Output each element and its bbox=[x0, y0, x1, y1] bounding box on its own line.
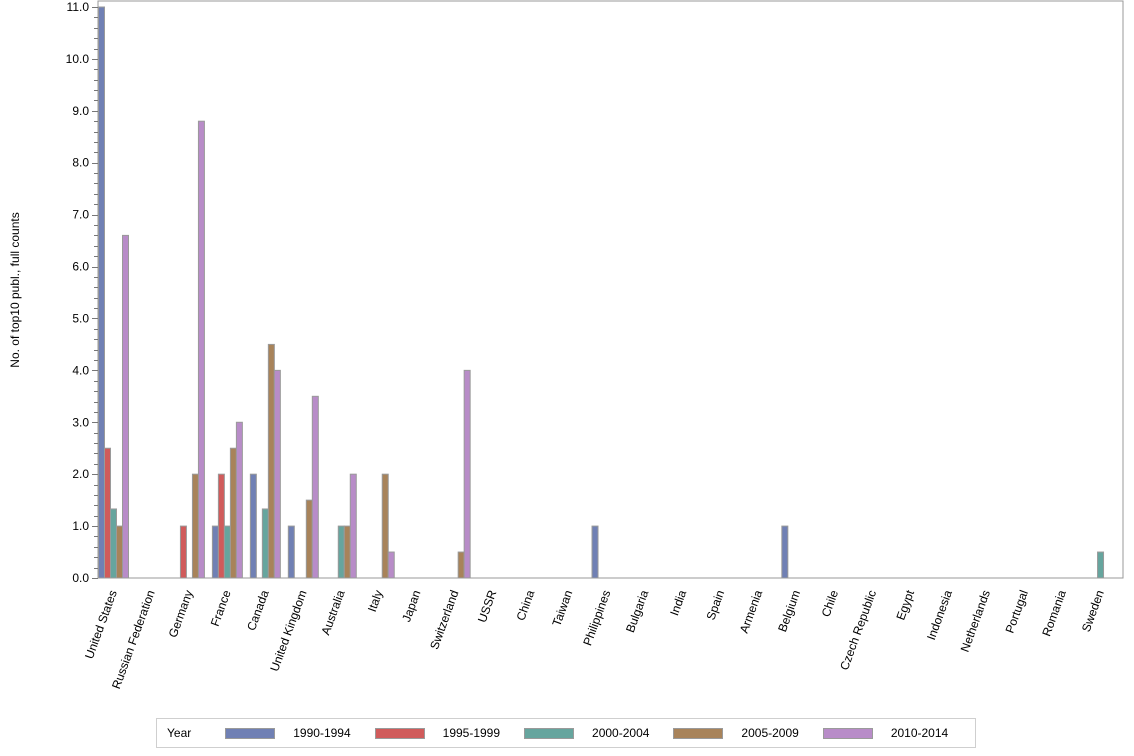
legend-label: 2010-2014 bbox=[890, 726, 949, 740]
y-tick-label: 7.0 bbox=[72, 208, 89, 222]
y-tick-label: 11.0 bbox=[67, 0, 90, 14]
bar bbox=[116, 525, 123, 579]
x-tick-label: Canada bbox=[244, 588, 272, 633]
bar bbox=[381, 473, 389, 579]
bar bbox=[781, 525, 789, 579]
bar bbox=[223, 525, 231, 579]
y-tick-label: 5.0 bbox=[72, 311, 89, 325]
x-tick-label: Philippines bbox=[580, 588, 613, 647]
y-axis-title: No. of top10 publ., full counts bbox=[8, 212, 22, 367]
legend-swatch bbox=[524, 727, 575, 739]
bar bbox=[229, 447, 237, 579]
y-tick-label: 1.0 bbox=[72, 519, 89, 533]
x-tick-label: Egypt bbox=[893, 588, 917, 622]
x-tick-label: Armenia bbox=[737, 588, 766, 635]
x-tick-label: China bbox=[514, 588, 538, 623]
legend-swatch bbox=[225, 727, 276, 739]
bar bbox=[343, 525, 351, 579]
x-tick-label: Taiwan bbox=[549, 588, 575, 628]
x-tick-label: Indonesia bbox=[924, 588, 955, 642]
x-tick-label: Chile bbox=[819, 588, 842, 619]
y-tick-label: 6.0 bbox=[72, 260, 89, 274]
y-tick-label: 3.0 bbox=[72, 415, 89, 429]
legend-swatch bbox=[822, 727, 873, 739]
bars bbox=[98, 6, 1105, 579]
x-tick-label: Portugal bbox=[1002, 588, 1030, 635]
bar bbox=[305, 499, 313, 579]
bar bbox=[457, 551, 465, 579]
y-tick-label: 0.0 bbox=[72, 571, 89, 585]
x-tick-label: Romania bbox=[1039, 588, 1069, 638]
x-tick-label: Sweden bbox=[1079, 588, 1107, 634]
bar bbox=[463, 369, 471, 579]
bar bbox=[249, 473, 257, 579]
bar bbox=[179, 525, 187, 579]
x-tick-label: France bbox=[208, 588, 234, 628]
bar bbox=[337, 525, 345, 579]
x-tick-label: Bulgaria bbox=[623, 588, 651, 634]
legend-item: 2005-2009 bbox=[673, 726, 799, 740]
y-tick-label: 8.0 bbox=[72, 156, 89, 170]
bar bbox=[591, 525, 599, 579]
legend-label: 2005-2009 bbox=[741, 726, 799, 740]
legend-item: 2010-2014 bbox=[822, 726, 949, 740]
x-tick-label: Italy bbox=[365, 588, 386, 613]
x-tick-label: Spain bbox=[704, 588, 728, 622]
x-tick-label: Netherlands bbox=[958, 588, 993, 654]
bar bbox=[217, 473, 225, 579]
y-tick-label: 10.0 bbox=[66, 52, 90, 66]
legend-swatch bbox=[673, 727, 724, 739]
x-tick-label: Australia bbox=[318, 588, 347, 637]
bar bbox=[273, 369, 281, 579]
y-tick-label: 2.0 bbox=[72, 467, 89, 481]
bar bbox=[387, 551, 395, 579]
bar bbox=[1097, 551, 1105, 579]
bar bbox=[267, 343, 275, 579]
y-axis: 0.0 1.0 2.0 3.0 4.0 5.0 6.0 7.0 8.0 9.0 10.0 11.0 bbox=[66, 0, 98, 585]
legend-swatch bbox=[374, 727, 425, 739]
x-tick-label: United States bbox=[82, 588, 120, 660]
y-tick-label: 4.0 bbox=[72, 363, 89, 377]
bar bbox=[211, 525, 219, 579]
bar bbox=[261, 508, 269, 579]
bar bbox=[98, 6, 105, 579]
x-tick-label: United Kingdom bbox=[267, 588, 309, 673]
bar bbox=[191, 473, 199, 579]
legend-item: 1990-1994 bbox=[225, 726, 351, 740]
bar bbox=[122, 234, 129, 579]
legend-item: 1995-1999 bbox=[374, 726, 501, 740]
legend: Year 1990-1994 1995-1999 2000-2004 2005-200… bbox=[156, 718, 976, 748]
bar bbox=[235, 421, 243, 579]
bar bbox=[349, 473, 357, 579]
bar bbox=[287, 525, 295, 579]
x-tick-label: USSR bbox=[475, 588, 500, 624]
x-tick-label: India bbox=[667, 588, 689, 618]
legend-label: 1990-1994 bbox=[293, 726, 351, 740]
x-tick-label: Germany bbox=[166, 588, 196, 639]
x-tick-label: Belgium bbox=[775, 588, 803, 634]
y-tick-label: 9.0 bbox=[72, 104, 89, 118]
x-tick-label: Russian Federation bbox=[109, 588, 158, 691]
x-tick-label: Japan bbox=[399, 588, 423, 624]
legend-label: 1995-1999 bbox=[442, 726, 501, 740]
bar bbox=[311, 395, 319, 579]
legend-item: 2000-2004 bbox=[524, 726, 649, 740]
x-tick-label: Switzerland bbox=[427, 588, 461, 651]
bar bbox=[197, 120, 205, 579]
legend-label: 2000-2004 bbox=[592, 726, 650, 740]
legend-title: Year bbox=[167, 726, 192, 740]
x-tick-label: Czech Republic bbox=[837, 588, 879, 672]
bar bbox=[104, 447, 111, 579]
bar bbox=[110, 508, 117, 579]
